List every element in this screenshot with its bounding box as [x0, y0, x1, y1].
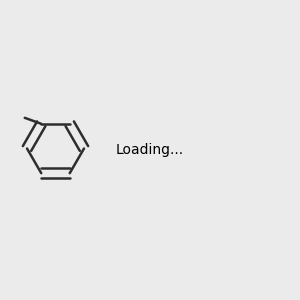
Text: Loading...: Loading...	[116, 143, 184, 157]
